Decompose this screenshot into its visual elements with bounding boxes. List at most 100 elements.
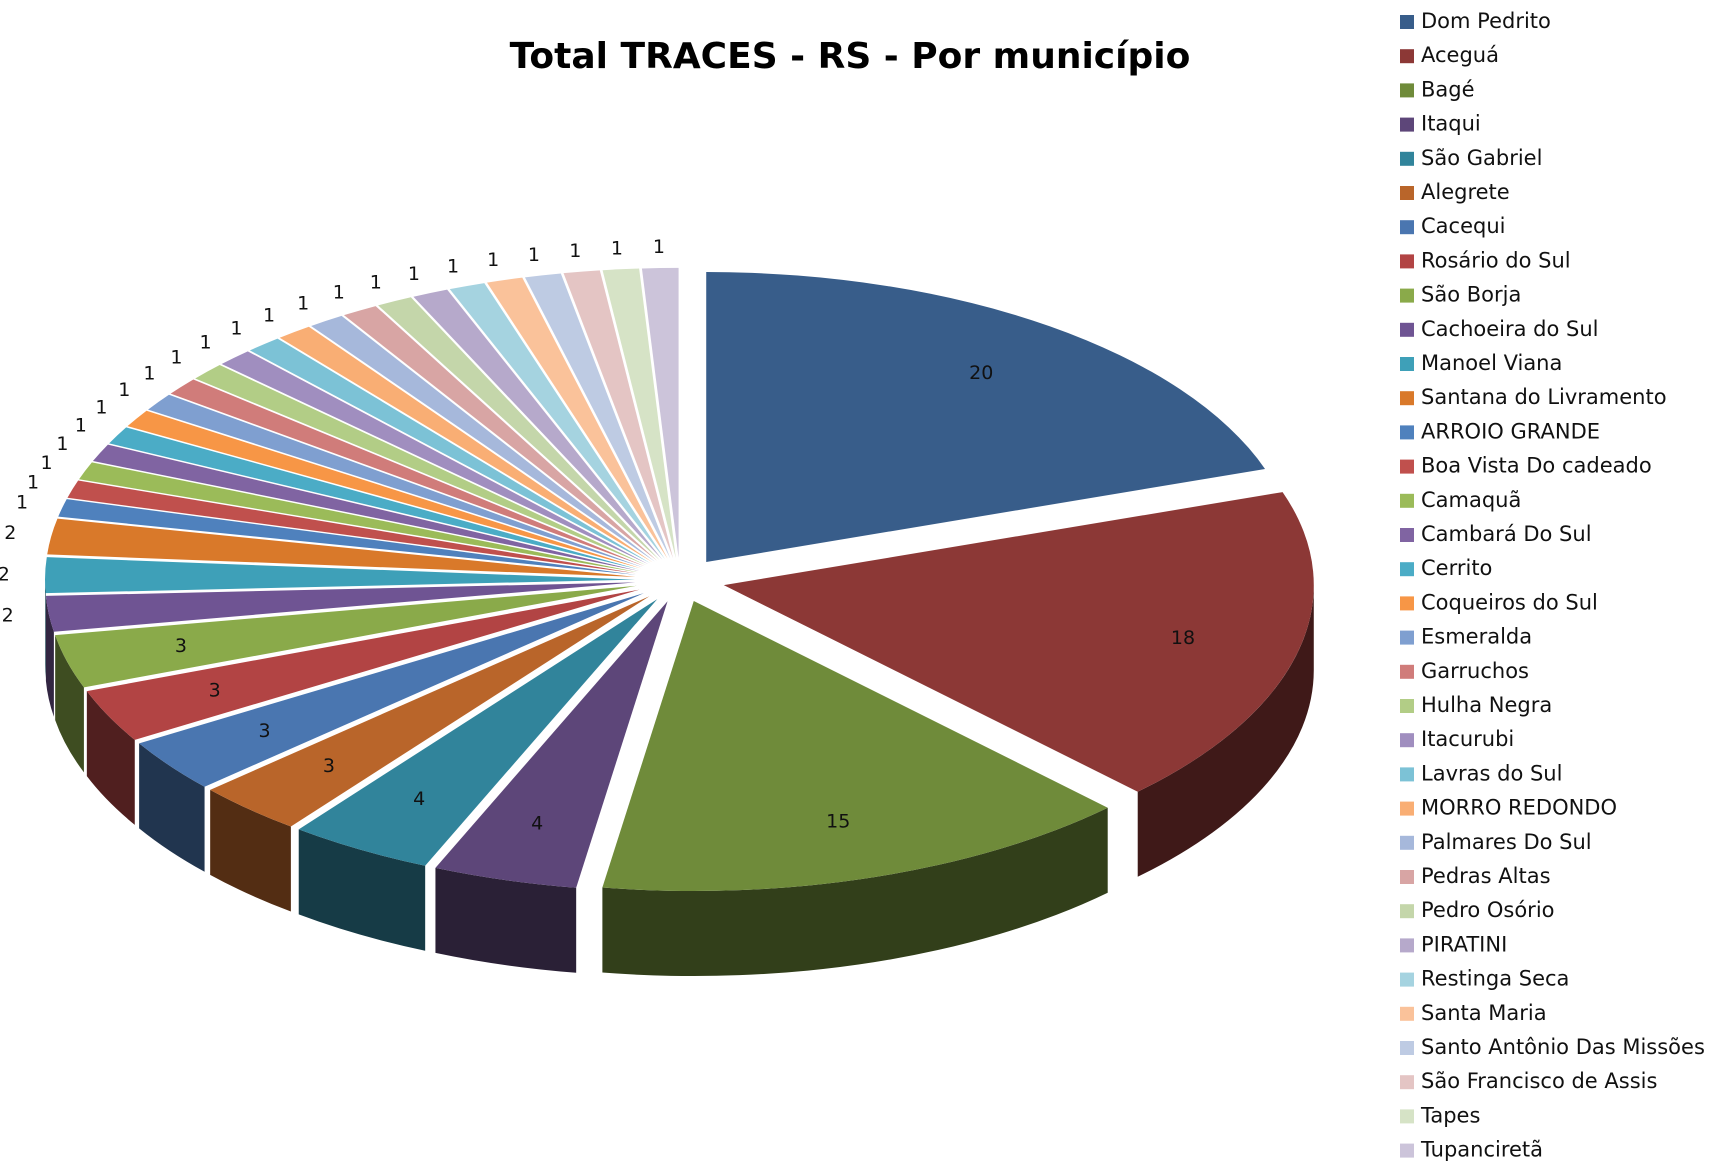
data-label: 1 — [143, 362, 155, 384]
legend-label: Coqueiros do Sul — [1421, 590, 1598, 614]
legend-swatch — [1400, 322, 1414, 337]
data-label: 3 — [175, 635, 187, 657]
legend-swatch — [1400, 357, 1414, 371]
data-label: 1 — [611, 238, 623, 260]
slice — [641, 267, 679, 558]
slice — [195, 365, 647, 566]
slice — [79, 462, 638, 573]
data-label: 1 — [653, 236, 665, 258]
legend-swatch — [1400, 391, 1414, 406]
legend-swatch — [1400, 835, 1414, 850]
slice — [139, 593, 644, 787]
legend-label: Bagé — [1421, 77, 1475, 101]
slice — [563, 270, 674, 559]
legend-label: São Francisco de Assis — [1421, 1069, 1657, 1093]
slice — [92, 444, 639, 571]
legend-swatch — [1400, 733, 1414, 748]
legend-label: Camaquã — [1421, 488, 1521, 512]
legend-swatch — [1400, 459, 1414, 474]
data-label: 3 — [259, 720, 271, 742]
data-label: 1 — [447, 255, 459, 277]
legend-swatch — [1400, 83, 1414, 98]
data-label: 1 — [16, 492, 28, 514]
legend-label: MORRO REDONDO — [1421, 796, 1617, 820]
slice — [723, 492, 1314, 792]
legend-swatch — [1400, 288, 1414, 303]
legend-swatch — [1400, 630, 1414, 645]
data-label: 1 — [40, 452, 52, 474]
slice — [279, 326, 653, 563]
legend-label: Cacequi — [1421, 214, 1505, 238]
slice — [298, 599, 658, 866]
legend-swatch — [1400, 1143, 1414, 1158]
data-label: 4 — [531, 813, 543, 835]
data-label: 1 — [370, 272, 382, 294]
legend-swatch — [1400, 425, 1414, 440]
slice — [435, 601, 668, 888]
slice-side — [1137, 585, 1314, 877]
legend-label: Lavras do Sul — [1421, 761, 1562, 785]
legend-label: Itacurubi — [1421, 727, 1514, 751]
slice — [378, 297, 660, 561]
slice — [449, 283, 665, 560]
legend-swatch — [1400, 49, 1414, 64]
data-label: 3 — [323, 755, 335, 777]
legend-swatch — [1400, 1109, 1414, 1124]
data-label: 1 — [408, 263, 420, 285]
slice-side — [45, 579, 46, 679]
data-label: 1 — [75, 414, 87, 436]
slice — [311, 315, 655, 562]
legend-label: Pedro Osório — [1421, 898, 1555, 922]
slice — [221, 351, 649, 565]
data-label: 20 — [969, 362, 993, 384]
data-label: 1 — [199, 332, 211, 354]
slice — [602, 601, 1108, 892]
slice-side — [210, 789, 291, 912]
data-label: 1 — [297, 292, 309, 314]
legend-label: Cachoeira do Sul — [1421, 317, 1599, 341]
legend-label: Tapes — [1420, 1103, 1480, 1127]
data-label: 2 — [2, 605, 14, 627]
legend-swatch — [1400, 1041, 1414, 1055]
legend-swatch — [1400, 904, 1414, 919]
data-label: 1 — [569, 240, 581, 262]
data-label: 1 — [230, 318, 242, 340]
legend-swatch — [1400, 1006, 1414, 1021]
legend-label: Aceguá — [1421, 43, 1499, 67]
slice — [170, 379, 645, 567]
data-label: 1 — [118, 379, 130, 401]
legend-label: ARROIO GRANDE — [1421, 419, 1600, 443]
legend-label: Alegrete — [1421, 180, 1510, 204]
slice — [413, 289, 663, 560]
slice — [249, 338, 651, 564]
legend-label: Santo Antônio Das Missões — [1421, 1035, 1705, 1059]
slice — [45, 557, 636, 594]
slice — [127, 410, 642, 569]
slice — [58, 499, 637, 575]
legend-label: Itaqui — [1421, 112, 1481, 136]
slice — [486, 277, 668, 559]
legend-label: São Gabriel — [1421, 146, 1542, 170]
legend-swatch — [1400, 938, 1414, 953]
legend-swatch — [1400, 664, 1414, 679]
legend-label: Palmares Do Sul — [1421, 830, 1592, 854]
legend-swatch — [1400, 254, 1414, 269]
legend-label: São Borja — [1421, 283, 1521, 307]
data-label: 2 — [4, 522, 16, 544]
legend-swatch — [1400, 186, 1414, 200]
legend-swatch — [1400, 1075, 1414, 1090]
data-label: 1 — [263, 305, 275, 327]
slice — [706, 272, 1266, 563]
legend-label: Esmeralda — [1421, 625, 1532, 649]
slice-side — [435, 867, 577, 973]
legend-label: Garruchos — [1421, 659, 1529, 683]
slice-side — [298, 829, 426, 951]
legend-label: Boa Vista Do cadeado — [1421, 454, 1652, 478]
legend-label: Rosário do Sul — [1421, 248, 1571, 272]
slice — [602, 268, 676, 558]
data-label: 1 — [56, 433, 68, 455]
legend-label: Manoel Viana — [1421, 351, 1562, 375]
data-label: 3 — [209, 679, 221, 701]
slice — [45, 582, 636, 632]
